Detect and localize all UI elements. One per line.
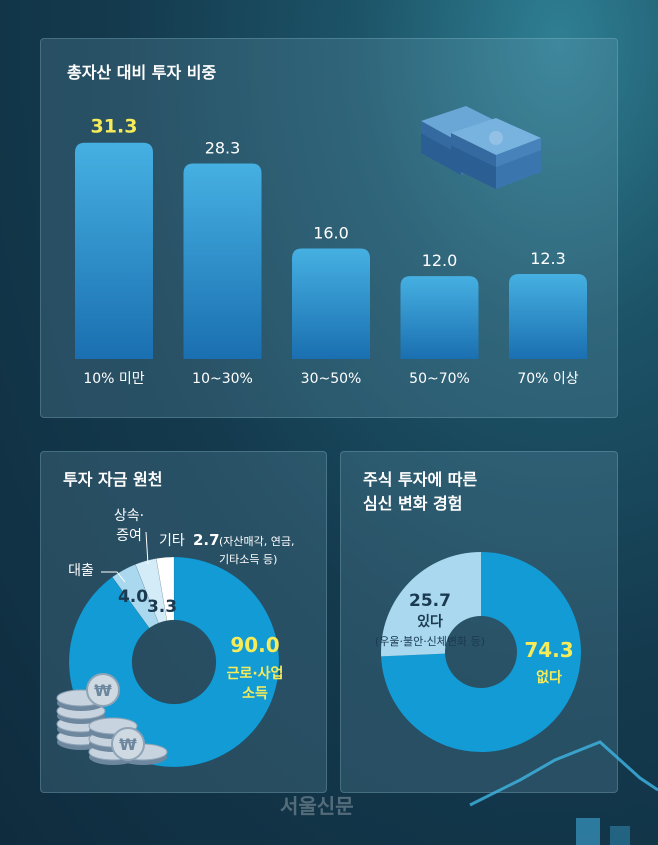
mental-yes-value: 25.7 bbox=[409, 591, 451, 611]
funding-inherit-label-line2: 증여 bbox=[116, 528, 142, 544]
bar-3 bbox=[400, 276, 479, 359]
bar-category-label-2: 30~50% bbox=[301, 371, 362, 387]
funding-chart-title: 투자 자금 원천 bbox=[63, 470, 163, 489]
bar-category-label-1: 10~30% bbox=[192, 371, 253, 387]
mental-change-panel: 주식 투자에 따른 심신 변화 경험 74.3 없다 25.7 있다 (우울·불안·신체… bbox=[340, 451, 618, 793]
bar-category-label-0: 10% 미만 bbox=[83, 371, 144, 387]
watermark-logo: 서울신문 bbox=[280, 794, 354, 818]
investment-ratio-panel: 총자산 대비 투자 비중 31.3 10% 미만 28.3 10~30% 16.0 30~… bbox=[40, 38, 618, 418]
mental-yes-note: (우울·불안·신체변화 등) bbox=[375, 635, 485, 648]
mental-slice-1 bbox=[381, 552, 481, 657]
svg-text:₩: ₩ bbox=[119, 735, 137, 754]
money-stack-icon bbox=[421, 106, 541, 189]
bar-value-label-1: 28.3 bbox=[205, 138, 241, 157]
bar-chart: 31.3 10% 미만 28.3 10~30% 16.0 30~50% 12.0 50~70%… bbox=[75, 116, 587, 387]
bar-value-label-0: 31.3 bbox=[91, 116, 138, 138]
funding-loan-value: 4.0 bbox=[118, 587, 148, 607]
funding-inherit-leader bbox=[145, 531, 149, 565]
bar-category-label-4: 70% 이상 bbox=[517, 371, 578, 387]
funding-other-note-line2: 기타소득 등) bbox=[219, 553, 277, 566]
bar-1 bbox=[183, 163, 262, 359]
bar-4 bbox=[509, 274, 587, 359]
mental-yes-label: 있다 bbox=[417, 614, 443, 630]
mental-slice-0 bbox=[381, 552, 581, 752]
funding-other-note-line1: (자산매각, 연금, bbox=[219, 535, 295, 548]
bar-value-label-2: 16.0 bbox=[313, 223, 349, 242]
bar-2 bbox=[292, 248, 370, 359]
bar-chart-title: 총자산 대비 투자 비중 bbox=[67, 63, 217, 82]
mental-no-label: 없다 bbox=[536, 670, 562, 686]
mental-no-value: 74.3 bbox=[524, 638, 573, 662]
funding-slice-3 bbox=[155, 556, 175, 621]
bar-value-label-4: 12.3 bbox=[530, 249, 566, 268]
funding-loan-label: 대출 bbox=[68, 563, 94, 579]
funding-inherit-value: 3.3 bbox=[147, 597, 177, 617]
bar-value-label-3: 12.0 bbox=[422, 251, 458, 270]
bar-category-label-3: 50~70% bbox=[409, 371, 470, 387]
funding-slice-2 bbox=[135, 558, 168, 624]
svg-text:₩: ₩ bbox=[94, 681, 112, 700]
funding-inherit-label-line1: 상속· bbox=[114, 508, 144, 524]
funding-main-value: 90.0 bbox=[230, 633, 279, 657]
funding-slice-0 bbox=[68, 556, 280, 768]
bar-0 bbox=[75, 142, 153, 359]
funding-other-value: 2.7 bbox=[193, 531, 220, 549]
mental-donut-chart: 74.3 없다 25.7 있다 (우울·불안·신체변화 등) bbox=[375, 552, 581, 752]
mental-chart-title: 주식 투자에 따른 심신 변화 경험 bbox=[363, 470, 478, 513]
coins-icon: ₩₩ bbox=[56, 673, 168, 765]
funding-other-label: 기타 bbox=[159, 533, 185, 549]
funding-main-label-line1: 근로·사업 bbox=[227, 666, 284, 682]
funding-main-label-line2: 소득 bbox=[242, 686, 268, 702]
funding-loan-leader bbox=[101, 571, 126, 583]
